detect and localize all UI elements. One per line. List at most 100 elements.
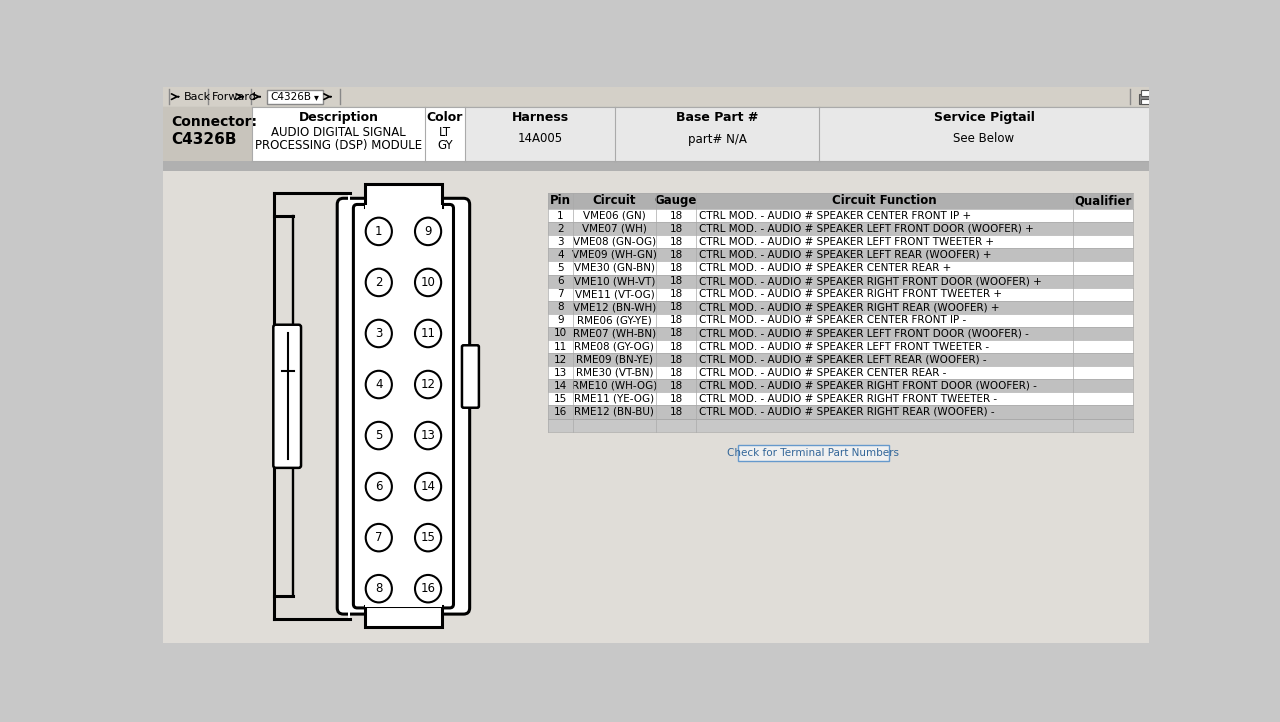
Text: CTRL MOD. - AUDIO # SPEAKER LEFT FRONT DOOR (WOOFER) +: CTRL MOD. - AUDIO # SPEAKER LEFT FRONT D… (699, 224, 1034, 234)
Bar (819, 107, 1149, 160)
Text: Service Pigtail: Service Pigtail (933, 111, 1034, 124)
Text: C4326B: C4326B (172, 131, 237, 147)
Text: 3: 3 (557, 237, 563, 247)
Text: VME08 (GN-OG): VME08 (GN-OG) (573, 237, 655, 247)
Ellipse shape (415, 320, 442, 347)
Text: CTRL MOD. - AUDIO # SPEAKER LEFT REAR (WOOFER) -: CTRL MOD. - AUDIO # SPEAKER LEFT REAR (W… (699, 355, 987, 365)
Text: 18: 18 (669, 211, 682, 221)
Bar (365, 606, 442, 627)
Text: 18: 18 (669, 329, 682, 339)
Text: 11: 11 (421, 327, 435, 340)
Bar (365, 205, 442, 213)
Text: 10: 10 (421, 276, 435, 289)
Text: RME11 (YE-OG): RME11 (YE-OG) (575, 394, 654, 404)
Text: RME10 (WH-OG): RME10 (WH-OG) (572, 380, 657, 391)
Ellipse shape (415, 524, 442, 552)
Bar (164, 107, 1149, 160)
Text: 18: 18 (669, 303, 682, 312)
Bar (164, 87, 1149, 107)
Text: Circuit: Circuit (593, 194, 636, 207)
Ellipse shape (366, 320, 392, 347)
Ellipse shape (415, 473, 442, 500)
Text: CTRL MOD. - AUDIO # SPEAKER RIGHT REAR (WOOFER) -: CTRL MOD. - AUDIO # SPEAKER RIGHT REAR (… (699, 407, 995, 417)
Text: 14: 14 (421, 480, 435, 493)
Text: 16: 16 (554, 407, 567, 417)
Text: 2: 2 (375, 276, 383, 289)
Text: 18: 18 (669, 289, 682, 299)
Text: Harness: Harness (512, 111, 568, 124)
Ellipse shape (366, 269, 392, 296)
Bar (548, 261, 1133, 274)
Bar (548, 248, 1133, 261)
Bar (548, 274, 1133, 287)
Bar (365, 183, 442, 206)
Bar (548, 392, 1133, 406)
Text: CTRL MOD. - AUDIO # SPEAKER LEFT REAR (WOOFER) +: CTRL MOD. - AUDIO # SPEAKER LEFT REAR (W… (699, 250, 992, 260)
Bar (548, 327, 1133, 340)
Text: Back: Back (184, 92, 211, 102)
Ellipse shape (366, 422, 392, 449)
Text: AUDIO DIGITAL SIGNAL: AUDIO DIGITAL SIGNAL (271, 126, 406, 139)
Text: 7: 7 (375, 531, 383, 544)
Ellipse shape (366, 524, 392, 552)
Text: 18: 18 (669, 250, 682, 260)
Text: CTRL MOD. - AUDIO # SPEAKER RIGHT FRONT DOOR (WOOFER) +: CTRL MOD. - AUDIO # SPEAKER RIGHT FRONT … (699, 276, 1042, 286)
Text: 14A005: 14A005 (517, 133, 563, 146)
Text: Circuit Function: Circuit Function (832, 194, 937, 207)
Text: Forward: Forward (211, 92, 256, 102)
Text: 11: 11 (554, 342, 567, 352)
Text: 18: 18 (669, 276, 682, 286)
Text: 9: 9 (425, 225, 431, 238)
Bar (252, 107, 425, 160)
Text: 3: 3 (375, 327, 383, 340)
Bar (268, 90, 323, 103)
Text: VME07 (WH): VME07 (WH) (582, 224, 646, 234)
Text: CTRL MOD. - AUDIO # SPEAKER RIGHT FRONT TWEETER +: CTRL MOD. - AUDIO # SPEAKER RIGHT FRONT … (699, 289, 1002, 299)
Text: Check for Terminal Part Numbers: Check for Terminal Part Numbers (727, 448, 900, 458)
Text: CTRL MOD. - AUDIO # SPEAKER CENTER FRONT IP +: CTRL MOD. - AUDIO # SPEAKER CENTER FRONT… (699, 211, 972, 221)
Text: 18: 18 (669, 316, 682, 326)
Text: VME30 (GN-BN): VME30 (GN-BN) (573, 263, 655, 273)
Bar (164, 160, 1149, 171)
Text: C4326B: C4326B (270, 92, 311, 102)
Text: CTRL MOD. - AUDIO # SPEAKER CENTER REAR +: CTRL MOD. - AUDIO # SPEAKER CENTER REAR … (699, 263, 951, 273)
Text: RME30 (VT-BN): RME30 (VT-BN) (576, 367, 653, 378)
Bar (256, 171, 540, 643)
Text: CTRL MOD. - AUDIO # SPEAKER CENTER FRONT IP -: CTRL MOD. - AUDIO # SPEAKER CENTER FRONT… (699, 316, 966, 326)
Text: 7: 7 (557, 289, 563, 299)
Text: 1: 1 (375, 225, 383, 238)
Ellipse shape (415, 422, 442, 449)
Text: 4: 4 (375, 378, 383, 391)
Text: 8: 8 (375, 582, 383, 595)
Text: 15: 15 (421, 531, 435, 544)
Text: 1: 1 (557, 211, 563, 221)
Text: RME08 (GY-OG): RME08 (GY-OG) (575, 342, 654, 352)
Text: 6: 6 (557, 276, 563, 286)
Text: Base Part #: Base Part # (676, 111, 759, 124)
Text: 18: 18 (669, 367, 682, 378)
Text: Color: Color (426, 111, 463, 124)
Text: VME06 (GN): VME06 (GN) (584, 211, 646, 221)
Text: 18: 18 (669, 355, 682, 365)
Text: 6: 6 (375, 480, 383, 493)
Ellipse shape (415, 575, 442, 602)
Text: CTRL MOD. - AUDIO # SPEAKER LEFT FRONT TWEETER -: CTRL MOD. - AUDIO # SPEAKER LEFT FRONT T… (699, 342, 989, 352)
Text: 18: 18 (669, 394, 682, 404)
Text: LT: LT (439, 126, 451, 139)
Text: 13: 13 (421, 429, 435, 442)
Bar (548, 209, 1133, 222)
Text: 18: 18 (669, 407, 682, 417)
Ellipse shape (415, 371, 442, 399)
Text: 5: 5 (375, 429, 383, 442)
Text: VME11 (VT-OG): VME11 (VT-OG) (575, 289, 654, 299)
Bar (465, 107, 616, 160)
Bar (548, 406, 1133, 419)
Text: 9: 9 (557, 316, 563, 326)
Text: 13: 13 (554, 367, 567, 378)
Text: ▾: ▾ (314, 92, 319, 102)
Ellipse shape (366, 217, 392, 245)
Text: CTRL MOD. - AUDIO # SPEAKER RIGHT FRONT DOOR (WOOFER) -: CTRL MOD. - AUDIO # SPEAKER RIGHT FRONT … (699, 380, 1037, 391)
Text: CTRL MOD. - AUDIO # SPEAKER CENTER REAR -: CTRL MOD. - AUDIO # SPEAKER CENTER REAR … (699, 367, 946, 378)
Text: 10: 10 (554, 329, 567, 339)
FancyBboxPatch shape (274, 325, 301, 468)
